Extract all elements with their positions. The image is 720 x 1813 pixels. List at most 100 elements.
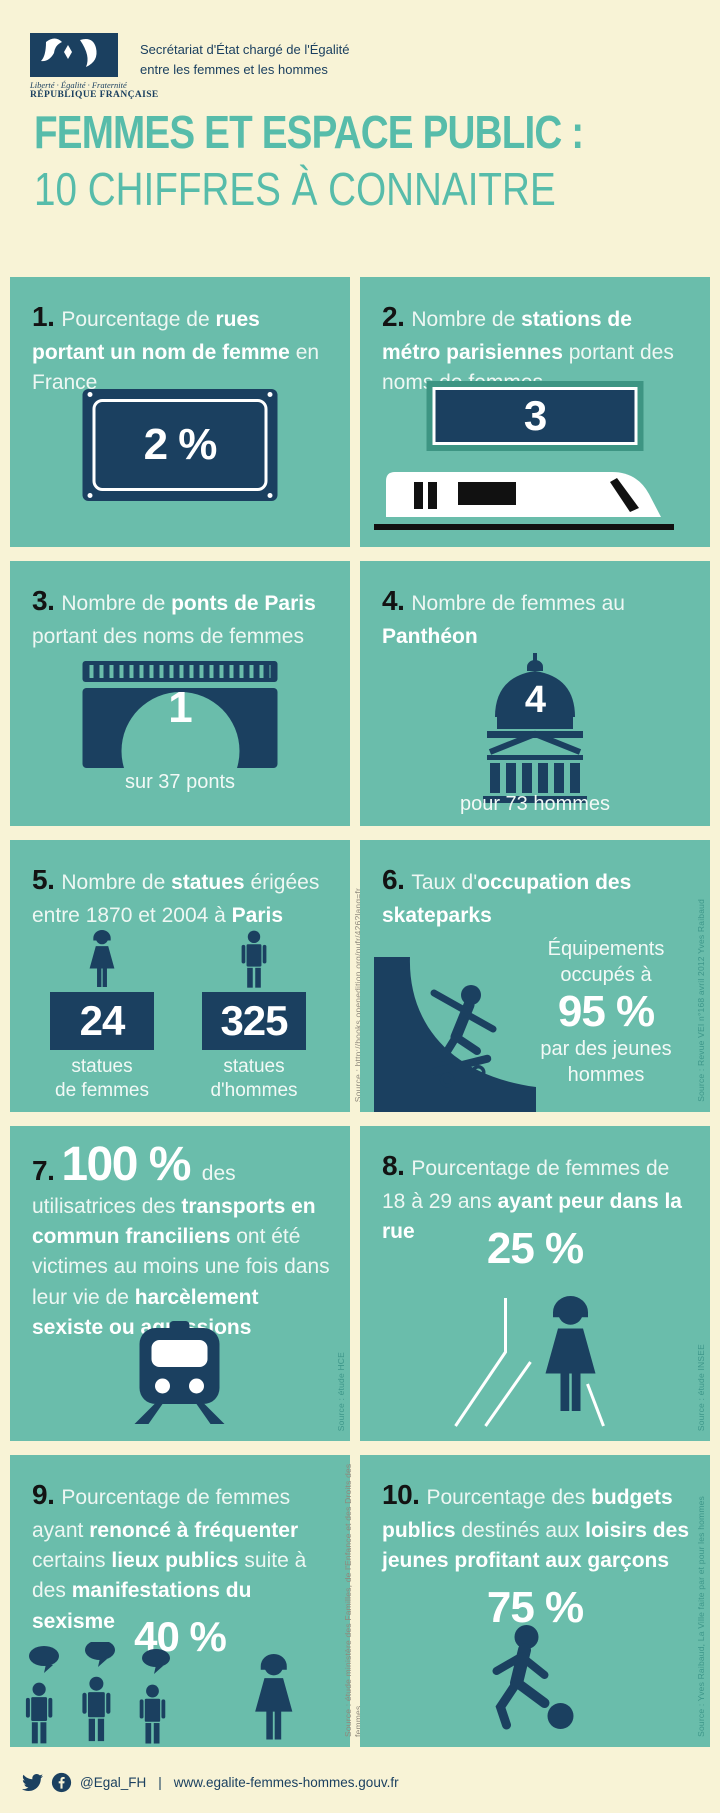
card-5-stat-men: 325 bbox=[202, 992, 306, 1050]
page-title-line2: 10 CHIFFRES À CONNAITRE bbox=[34, 162, 556, 215]
plaque-screw-icon bbox=[87, 392, 93, 397]
footer-handle[interactable]: @Egal_FH bbox=[80, 1775, 147, 1790]
card-5-label-women: statues de femmes bbox=[55, 1056, 149, 1101]
card-5-number: 5. bbox=[32, 864, 55, 895]
card-6-tail: par des jeunes hommes bbox=[540, 1038, 672, 1087]
footer-separator: | bbox=[158, 1775, 162, 1790]
ministry-line2: entre les femmes et les hommes bbox=[140, 62, 328, 78]
metro-train-icon bbox=[374, 472, 674, 530]
card-8-statement: Pourcentage de femmes de 18 à 29 ans aya… bbox=[382, 1157, 682, 1244]
card-4-text: 4. Nombre de femmes au Panthéon bbox=[382, 581, 690, 652]
card-3-stat: 1 bbox=[168, 683, 192, 732]
pantheon-building-art bbox=[483, 653, 587, 803]
card-6-statement: Taux d'occupation des skateparks bbox=[382, 871, 632, 927]
card-7-stat: 100 % bbox=[61, 1138, 191, 1191]
card-6-stat-block: Équipements occupés à 95 % par des jeune… bbox=[526, 936, 686, 1088]
card-10-statement: Pourcentage des budgets publics destinés… bbox=[382, 1486, 689, 1573]
card-8-stat: 25 % bbox=[486, 1224, 584, 1273]
card-10-source: Source : Yves Raibaud, La Ville faite pa… bbox=[696, 1496, 706, 1737]
card-10-number: 10. bbox=[382, 1479, 420, 1510]
logo-republic: RÉPUBLIQUE FRANÇAISE bbox=[30, 90, 159, 100]
statues-illustration: 24 statues de femmes 325 bbox=[32, 930, 324, 1103]
cards-grid: 1. Pourcentage de rues portant un nom de … bbox=[10, 277, 710, 1747]
pantheon-icon: 4 bbox=[440, 653, 630, 803]
card-5-text: 5. Nombre de statues érigées entre 1870 e… bbox=[32, 860, 330, 931]
card-1-stat: 2 % bbox=[143, 420, 218, 469]
page-title: FEMMES ET ESPACE PUBLIC : 10 CHIFFRES À … bbox=[34, 106, 688, 216]
marianne-logo-icon bbox=[30, 33, 118, 77]
card-10-text: 10. Pourcentage des budgets publics desti… bbox=[382, 1475, 690, 1576]
card-8-text: 8. Pourcentage de femmes de 18 à 29 ans a… bbox=[382, 1146, 690, 1247]
card-9-text: 9. Pourcentage de femmes ayant renoncé à … bbox=[32, 1475, 330, 1637]
footer-url[interactable]: www.egalite-femmes-hommes.gouv.fr bbox=[173, 1775, 399, 1790]
card-2-stat: 3 bbox=[523, 392, 547, 439]
train-front-icon bbox=[134, 1321, 225, 1424]
card-6-source: Source : Revue VEI n°168 avril 2012 Yves… bbox=[696, 899, 706, 1102]
republique-francaise-logo: Liberté · Égalité · Fraternité RÉPUBLIQU… bbox=[30, 33, 159, 100]
card-1-rues: 1. Pourcentage de rues portant un nom de … bbox=[10, 277, 350, 547]
card-8-number: 8. bbox=[382, 1150, 405, 1181]
street-name-plaque-icon: 2 % bbox=[82, 389, 278, 501]
card-8-peur-rue: 8. Pourcentage de femmes de 18 à 29 ans a… bbox=[360, 1126, 710, 1441]
card-6-lead: Équipements occupés à bbox=[547, 938, 665, 986]
card-4-stat: 4 bbox=[524, 679, 546, 721]
card-9-lieux-publics: 9. Pourcentage de femmes ayant renoncé à … bbox=[10, 1455, 363, 1747]
metro-sign-icon: 3 bbox=[426, 381, 644, 451]
ministry-line1: Secrétariat d'État chargé de l'Égalité bbox=[140, 42, 350, 57]
boy-kicking-ball-icon bbox=[492, 1625, 574, 1730]
card-5-statues: 5. Nombre de statues érigées entre 1870 e… bbox=[10, 840, 363, 1112]
card-6-number: 6. bbox=[382, 864, 405, 895]
man-statue-icon bbox=[241, 930, 267, 988]
card-1-statement: Pourcentage de rues portant un nom de fe… bbox=[32, 308, 320, 395]
card-4-pantheon: 4. Nombre de femmes au Panthéon bbox=[360, 561, 710, 826]
plaque-screw-icon bbox=[87, 493, 93, 498]
card-7-text: 7. 100 % des utilisatrices des transports… bbox=[32, 1141, 330, 1344]
woman-statue-icon bbox=[89, 930, 115, 988]
plaque-screw-icon bbox=[267, 493, 273, 498]
card-5-label-men: statues d'hommes bbox=[210, 1056, 298, 1101]
women-statues-group: 24 statues de femmes bbox=[32, 930, 172, 1103]
ministry-name: Secrétariat d'État chargé de l'Égalité e… bbox=[140, 40, 349, 80]
men-statues-group: 325 statues d'hommes bbox=[184, 930, 324, 1103]
card-5-statement: Nombre de statues érigées entre 1870 et … bbox=[32, 871, 320, 927]
card-3-ponts: 3. Nombre de ponts de Paris portant des n… bbox=[10, 561, 350, 826]
card-6-skateparks: 6. Taux d'occupation des skateparks Équip… bbox=[360, 840, 710, 1112]
page-title-line1: FEMMES ET ESPACE PUBLIC : bbox=[34, 106, 584, 158]
plaque-screw-icon bbox=[267, 392, 273, 397]
bridge-icon: 1 sur 37 ponts bbox=[82, 661, 278, 794]
card-3-sublabel: sur 37 ponts bbox=[124, 771, 236, 793]
card-2-metro: 2. Nombre de stations de métro parisienne… bbox=[360, 277, 710, 547]
card-6-stat: 95 % bbox=[557, 987, 655, 1036]
footer: @Egal_FH | www.egalite-femmes-hommes.gou… bbox=[22, 1772, 399, 1793]
card-10-stat: 75 % bbox=[486, 1583, 584, 1632]
card-4-number: 4. bbox=[382, 585, 405, 616]
logo-motto: Liberté · Égalité · Fraternité bbox=[30, 80, 127, 90]
card-9-number: 9. bbox=[32, 1479, 55, 1510]
plaque-frame bbox=[92, 399, 268, 491]
card-3-text: 3. Nombre de ponts de Paris portant des n… bbox=[32, 581, 330, 652]
men-speech-bubbles-woman-icon bbox=[25, 1642, 293, 1744]
card-6-text: 6. Taux d'occupation des skateparks bbox=[382, 860, 690, 931]
card-7-statement: des utilisatrices des transports en comm… bbox=[32, 1162, 330, 1340]
woman-walking-street-icon bbox=[454, 1296, 605, 1427]
card-9-statement: Pourcentage de femmes ayant renoncé à fr… bbox=[32, 1486, 307, 1633]
card-4-statement: Nombre de femmes au Panthéon bbox=[382, 592, 625, 648]
facebook-icon[interactable] bbox=[51, 1772, 72, 1793]
card-3-statement: Nombre de ponts de Paris portant des nom… bbox=[32, 592, 316, 648]
card-5-stat-women: 24 bbox=[50, 992, 154, 1050]
marianne-logo-art bbox=[30, 33, 118, 77]
card-1-number: 1. bbox=[32, 301, 55, 332]
twitter-icon[interactable] bbox=[22, 1772, 43, 1793]
card-7-transports: 7. 100 % des utilisatrices des transports… bbox=[10, 1126, 350, 1441]
card-7-number: 7. bbox=[32, 1155, 55, 1186]
bridge-body bbox=[82, 688, 278, 768]
card-4-sublabel: pour 73 hommes bbox=[459, 793, 611, 815]
card-10-budgets: 10. Pourcentage des budgets publics desti… bbox=[360, 1455, 710, 1747]
card-3-number: 3. bbox=[32, 585, 55, 616]
bridge-railing bbox=[82, 661, 278, 682]
card-1-text: 1. Pourcentage de rues portant un nom de … bbox=[32, 297, 330, 398]
card-8-source: Source : étude INSEE bbox=[696, 1343, 706, 1431]
skateboarder-ramp-icon bbox=[374, 957, 536, 1112]
card-7-source: Source : étude HCE bbox=[336, 1351, 346, 1431]
